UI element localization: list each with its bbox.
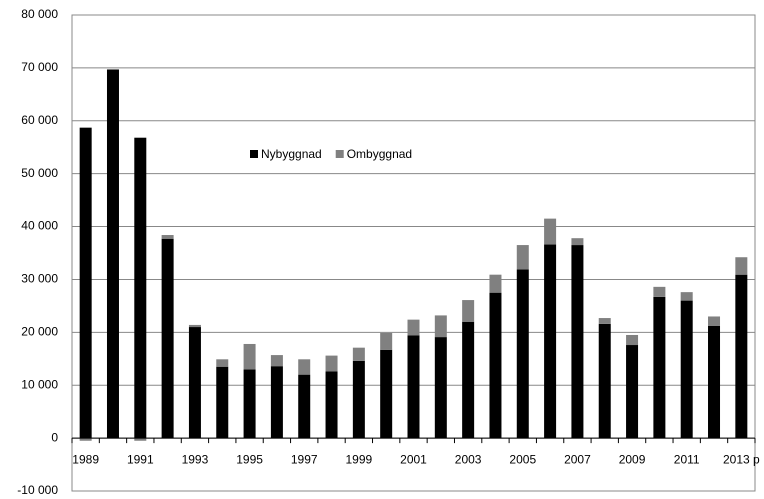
bar: [352, 360, 365, 439]
x-tick-label: 1991: [127, 452, 154, 466]
bar: [626, 345, 639, 439]
bar: [188, 327, 201, 439]
bar: [462, 321, 475, 439]
bar: [243, 343, 256, 370]
bar: [79, 438, 92, 441]
bar: [134, 438, 147, 441]
bar: [407, 319, 420, 336]
y-tick-label: 80 000: [21, 7, 58, 21]
bar: [516, 245, 529, 270]
y-tick-label: 40 000: [21, 219, 58, 233]
bar: [325, 371, 338, 439]
x-tick-label: 1989: [72, 452, 99, 466]
bar: [434, 315, 447, 338]
bar: [680, 300, 693, 439]
x-tick-label: 2001: [400, 452, 427, 466]
bar: [544, 244, 557, 439]
bar: [298, 359, 311, 375]
plot-border: [71, 14, 756, 492]
bar: [79, 127, 92, 439]
bar: [735, 274, 748, 439]
x-tick-label: 1999: [346, 452, 373, 466]
bar: [106, 69, 119, 439]
bar: [708, 316, 721, 326]
y-tick-label: 60 000: [21, 113, 58, 127]
x-tick-label: 1993: [182, 452, 209, 466]
y-tick-label: 70 000: [21, 60, 58, 74]
bar: [243, 369, 256, 439]
y-tick-label: 20 000: [21, 325, 58, 339]
bar: [380, 332, 393, 350]
legend-label: Nybyggnad: [261, 147, 322, 161]
bar: [325, 355, 338, 372]
x-tick-label: 2011: [674, 452, 700, 466]
bar: [653, 286, 666, 297]
y-tick-label: 10 000: [21, 377, 58, 391]
bar: [216, 366, 229, 439]
bar: [298, 374, 311, 439]
bar: [571, 238, 584, 246]
bar: [270, 355, 283, 367]
bar: [161, 238, 174, 439]
legend-swatch: [335, 150, 344, 158]
bar: [626, 334, 639, 346]
bar: [544, 218, 557, 245]
bar: [571, 245, 584, 439]
bar: [598, 318, 611, 324]
bar: [270, 366, 283, 439]
bar: [216, 359, 229, 367]
bar: [653, 296, 666, 439]
y-tick-label: 50 000: [21, 166, 58, 180]
x-tick-label: 2007: [564, 452, 591, 466]
x-tick-label: 2013 p: [723, 452, 760, 466]
x-tick-label: 2003: [455, 452, 482, 466]
bar: [598, 323, 611, 439]
bar: [708, 325, 721, 439]
y-tick-label: 0: [51, 430, 58, 444]
bar: [680, 292, 693, 301]
bar: [188, 324, 201, 328]
bar: [352, 347, 365, 361]
bar: [380, 349, 393, 439]
bar: [462, 300, 475, 322]
y-tick-label: -10 000: [17, 483, 58, 497]
x-tick-label: 2005: [509, 452, 536, 466]
x-tick-label: 1997: [291, 452, 318, 466]
bar: [134, 137, 147, 439]
bar: [516, 269, 529, 439]
bar: [489, 274, 502, 293]
bar: [489, 292, 502, 439]
legend-swatch: [250, 150, 258, 158]
x-tick-label: 1995: [236, 452, 263, 466]
legend-label: Ombyggnad: [347, 147, 412, 161]
y-tick-label: 30 000: [21, 272, 58, 286]
bar: [434, 337, 447, 439]
bar: [407, 335, 420, 439]
x-tick-label: 2009: [619, 452, 646, 466]
bar: [735, 257, 748, 275]
bar: [161, 235, 174, 239]
